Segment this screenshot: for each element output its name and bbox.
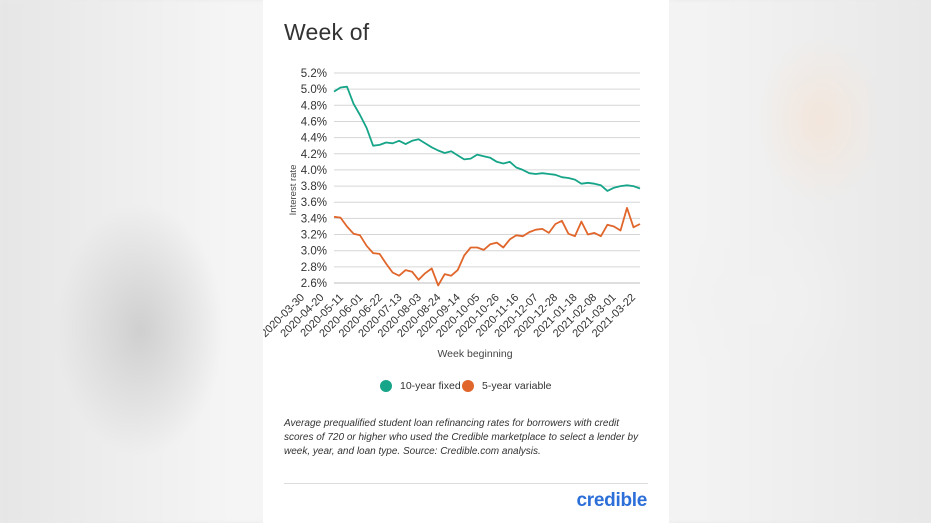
- legend-item-10-year-fixed: 10-year fixed: [380, 380, 461, 392]
- y-tick-label: 3.8%: [301, 181, 327, 193]
- chart-card: Week of 5.2% 5.0% 4.8% 4.6% 4.4% 4.2% 4.0% 3.8%…: [263, 0, 669, 523]
- y-tick-label: 2.6%: [301, 278, 327, 290]
- series-line-10-year-fixed: [333, 85, 641, 192]
- chart-caption: Average prequalified student loan refina…: [284, 418, 639, 458]
- y-tick-label: 4.6%: [301, 116, 327, 128]
- legend-label-5-year-variable: 5-year variable: [482, 380, 552, 392]
- y-tick-label: 4.0%: [301, 165, 327, 177]
- y-tick-label: 4.8%: [301, 100, 327, 112]
- y-axis-label: Interest rate: [288, 165, 299, 216]
- legend-label-10-year-fixed: 10-year fixed: [400, 380, 461, 392]
- chart-title: Week of: [284, 19, 370, 45]
- line-chart: 5.2% 5.0% 4.8% 4.6% 4.4% 4.2% 4.0% 3.8% 3.6% 3.4%…: [263, 68, 641, 360]
- legend-dot-5-year-variable: [462, 380, 474, 392]
- y-tick-label: 3.2%: [301, 230, 327, 242]
- legend-dot-10-year-fixed: [380, 380, 392, 392]
- y-tick-label: 2.8%: [301, 262, 327, 274]
- y-tick-label: 3.6%: [301, 197, 327, 209]
- y-tick-label: 5.0%: [301, 84, 327, 96]
- chart-legend: 10-year fixed 5-year variable: [263, 380, 669, 396]
- credible-logo[interactable]: credible: [576, 490, 648, 511]
- divider: [284, 483, 648, 484]
- series-line-5-year-variable: [333, 206, 641, 287]
- y-tick-label: 5.2%: [301, 68, 327, 80]
- y-tick-label: 3.4%: [301, 213, 327, 225]
- x-axis-label: Week beginning: [437, 348, 512, 360]
- y-tick-label: 4.2%: [301, 149, 327, 161]
- y-tick-label: 4.4%: [301, 133, 327, 145]
- legend-item-5-year-variable: 5-year variable: [462, 380, 551, 392]
- y-tick-label: 3.0%: [301, 246, 327, 258]
